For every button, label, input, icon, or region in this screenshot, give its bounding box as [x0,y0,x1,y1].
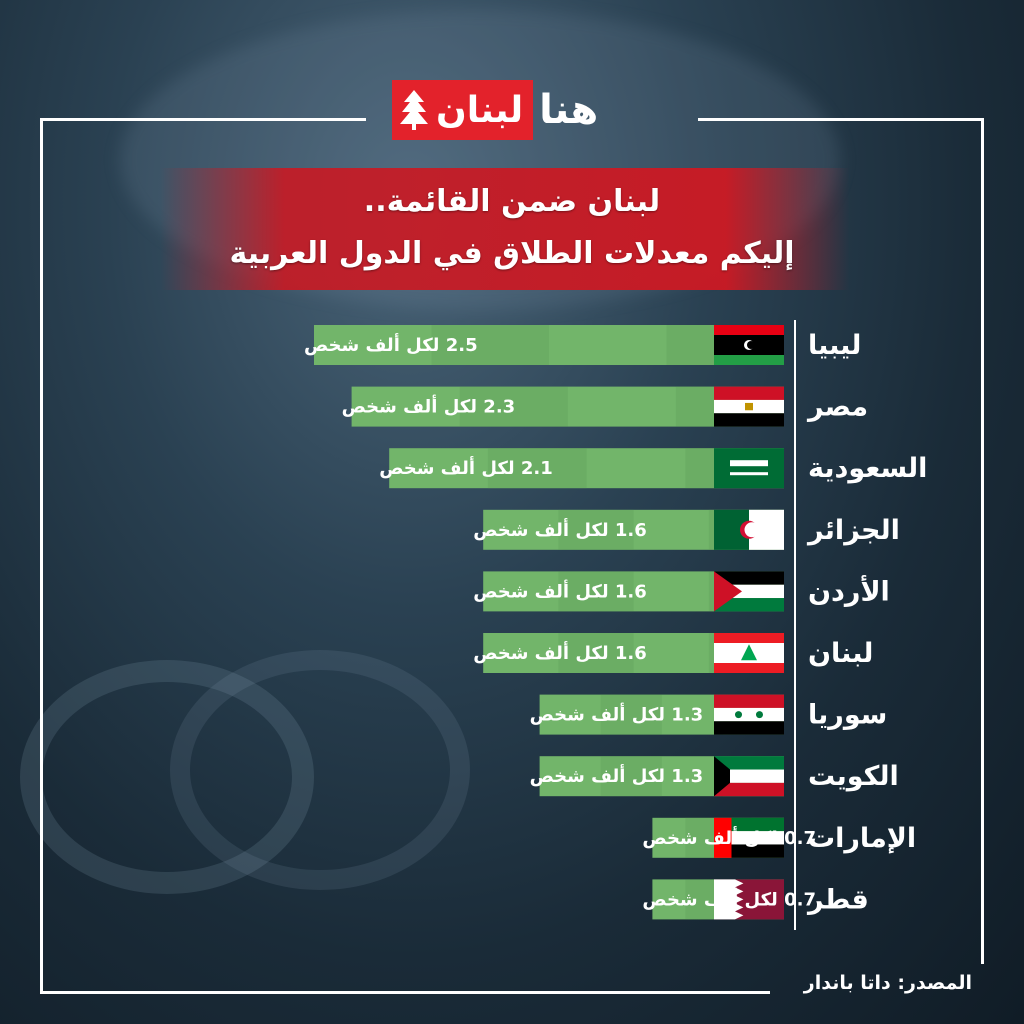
jordan-flag-icon [714,571,784,612]
bar-segment [558,633,634,673]
kuwait-flag-icon [714,756,784,797]
flag-part [714,448,784,489]
flag-part [714,598,784,612]
bar-segment [487,448,587,489]
category-label: سوريا [808,700,887,731]
data-label: 0.7 لكل ألف شخص [642,887,816,910]
flag-part [714,782,784,797]
algeria-flag-icon [714,509,784,550]
category-label: السعودية [808,453,927,484]
qatar-flag-icon [714,879,784,920]
data-label: 2.5 لكل ألف شخص [304,333,478,356]
bar-row: 1.3 لكل ألف شخص الكويت [530,756,899,797]
frame-bottom [40,991,770,994]
category-label: الإمارات [808,823,916,854]
data-label: 0.7 لكل ألف شخص [642,826,816,849]
bar [351,386,784,427]
bar-row: 2.5 لكل ألف شخص ليبيا [304,325,861,365]
frame-left [40,118,43,994]
flag-crescent [747,341,755,349]
bar-segment [459,386,568,427]
lebanon-flag-icon [714,633,784,673]
libya-flag-icon [714,325,784,365]
flag-part [714,633,784,643]
category-label: لبنان [808,638,873,669]
flag-triangle [714,571,742,612]
frame-top-left [40,118,366,121]
category-label: الكويت [808,761,899,792]
category-label: الجزائر [806,515,900,546]
flag-star [735,711,742,719]
cedar-icon [400,90,428,130]
category-label: قطر [806,884,869,915]
flag-serration [735,879,744,920]
flag-part [714,571,784,585]
uae-flag-icon [714,817,784,858]
bar-row: 2.1 لكل ألف شخص السعودية [379,448,927,489]
bar-segment [558,571,634,612]
source-text: المصدر: داتا باندار [803,972,972,994]
logo-badge-text: لبنان [436,89,524,131]
flag-part [714,663,784,673]
data-label: 1.3 لكل ألف شخص [530,703,704,726]
bar-row: 1.3 لكل ألف شخص سوريا [530,694,887,735]
bar-row: 1.6 لكل ألف شخص الأردن [473,571,890,612]
bar-row: 1.6 لكل ألف شخص لبنان [473,633,873,673]
data-label: 1.6 لكل ألف شخص [473,641,647,664]
bar-segment [685,879,719,920]
bar-segment [558,509,634,550]
flag-eagle [745,402,753,411]
logo: لبنان هنا [392,78,632,142]
egypt-flag-icon [714,386,784,427]
data-label: 2.1 لكل ألف شخص [379,456,553,479]
flag-part [714,355,784,365]
category-label: الأردن [808,574,890,607]
bar-row: 1.6 لكل ألف شخص الجزائر [473,509,900,550]
flag-cedar [741,644,757,661]
flag-part [714,769,784,783]
frame-top-right [698,118,984,121]
flag-sword [730,472,768,476]
title-line-2: إليكم معدلات الطلاق في الدول العربية [229,236,795,271]
flag-crescent [744,522,760,538]
flag-part [714,325,784,335]
frame-right [981,118,984,964]
syria-flag-icon [714,694,784,735]
bar [314,325,784,365]
flag-script [730,460,768,467]
flag-part [714,413,784,427]
data-label: 1.3 لكل ألف شخص [530,764,704,787]
title-line-1: لبنان ضمن القائمة.. [363,184,661,219]
logo-badge: لبنان [392,80,534,140]
flag-part [731,844,784,858]
flag-part [714,386,784,400]
category-label: مصر [806,392,868,423]
bar-row: 2.3 لكل ألف شخص مصر [342,386,868,427]
flag-part [714,707,784,722]
bar-segment [600,756,662,797]
flag-part [714,879,735,920]
flag-star [756,711,763,719]
flag-part [714,721,784,735]
flag-part [714,817,732,858]
title-band [160,168,850,290]
data-label: 1.6 لكل ألف شخص [473,579,647,602]
bar-segment [685,817,719,858]
logo-tail-text: هنا [539,87,599,133]
data-label: 1.6 لكل ألف شخص [473,518,647,541]
bar-segment [600,694,662,735]
flag-part [731,817,784,832]
flag-part [714,756,784,770]
saudi-flag-icon [714,448,784,489]
flag-trapezoid [714,756,730,797]
data-label: 2.3 لكل ألف شخص [342,395,516,418]
axis-line [794,320,796,930]
flag-part [731,831,784,845]
flag-part [714,694,784,708]
bar-segment [431,325,549,365]
category-label: ليبيا [808,330,861,361]
